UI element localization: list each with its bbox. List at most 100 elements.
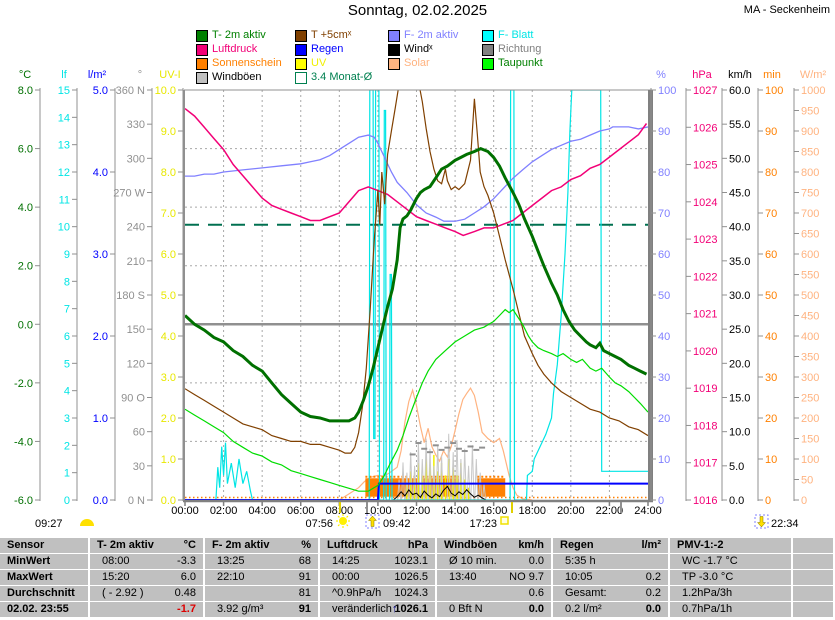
cell-time: 22:10: [217, 571, 245, 583]
svg-text:150: 150: [801, 434, 819, 446]
moon-icon: [80, 519, 94, 526]
cell-value: 0.0: [645, 603, 661, 615]
svg-text:30: 30: [133, 461, 145, 473]
table-cell: 0 Bft N 0.0: [437, 602, 551, 617]
svg-text:1024: 1024: [693, 197, 717, 209]
cell-value: -1.7: [177, 603, 196, 615]
table-cell: 0.7hPa/1h: [670, 602, 791, 617]
series-luftdruck: [185, 108, 648, 237]
svg-text:8.0: 8.0: [161, 167, 176, 179]
svg-text:15.0: 15.0: [729, 393, 750, 405]
svg-text:02:00: 02:00: [210, 505, 238, 517]
legend-label: T- 2m aktiv: [212, 29, 266, 41]
summary-table: Sensor T- 2m aktiv °C F- 2m aktiv% Luftdruck…: [0, 538, 835, 618]
svg-text:1027: 1027: [693, 85, 717, 97]
series-t2m: [185, 146, 648, 423]
legend-swatch-icon: [388, 44, 400, 56]
table-cell: -1.7: [90, 602, 203, 617]
series-fblatt: [185, 90, 648, 500]
svg-text:70: 70: [658, 208, 670, 220]
table-cell: 13:40 NO 9.7: [437, 570, 551, 585]
table-cell: Durchschnitt: [0, 586, 88, 601]
legend-label: UV: [311, 57, 327, 69]
table-cell: 5:35 h: [553, 554, 668, 569]
svg-text:5: 5: [64, 358, 70, 370]
cell-time: ( - 2.92 ): [102, 587, 144, 599]
svg-text:1: 1: [64, 468, 70, 480]
cell-time: 3.92 g/m³: [217, 603, 264, 615]
svg-text:°C: °C: [19, 69, 31, 81]
series-richtung: [409, 442, 486, 456]
legend-swatch-icon: [295, 58, 307, 70]
svg-text:12: 12: [58, 167, 70, 179]
svg-text:10: 10: [58, 222, 70, 234]
svg-text:100: 100: [658, 85, 676, 97]
svg-text:400: 400: [801, 331, 819, 343]
svg-text:1020: 1020: [693, 346, 717, 358]
legend-swatch-icon: [388, 30, 400, 42]
svg-text:50: 50: [658, 290, 670, 302]
svg-text:20:00: 20:00: [557, 505, 585, 517]
svg-text:20.0: 20.0: [729, 358, 750, 370]
cell-value: 0.2: [645, 571, 661, 583]
table-cell: Sensor: [0, 538, 88, 553]
table-cell: 0.6: [437, 586, 551, 601]
legend-swatch-icon: [196, 58, 208, 70]
legend-swatch-icon: [295, 44, 307, 56]
cell-time: Ø 10 min.: [449, 555, 497, 567]
svg-text:1023: 1023: [693, 234, 717, 246]
column-unit: °C: [183, 539, 196, 551]
svg-text:l/m²: l/m²: [88, 69, 107, 81]
svg-text:3.0: 3.0: [93, 249, 108, 261]
svg-text:50.0: 50.0: [729, 153, 750, 165]
sun-icon: [339, 517, 347, 525]
moonset-icon: [756, 516, 767, 528]
cell-time: 10:05: [565, 571, 593, 583]
svg-text:45.0: 45.0: [729, 188, 750, 200]
astro-markers: 09:27 07:56 09:42 17:23 22:34: [35, 514, 799, 530]
cell-value: NO 9.7: [509, 571, 544, 583]
svg-text:70: 70: [765, 208, 777, 220]
legend-swatch-icon: [388, 58, 400, 70]
cell-value: 0.2: [645, 587, 661, 599]
cell-value: 81: [298, 587, 311, 599]
table-cell: TP -3.0 °C: [670, 570, 791, 585]
svg-text:hPa: hPa: [692, 69, 712, 81]
station-label: MA - Seckenheim: [743, 4, 830, 16]
table-cell: MaxWert: [0, 570, 88, 585]
table-cell: 02.02. 23:55: [0, 602, 88, 617]
legend-label: Windböen: [212, 71, 262, 83]
table-cell: T- 2m aktiv °C: [90, 538, 203, 553]
svg-text:4.0: 4.0: [18, 202, 33, 214]
svg-text:2.0: 2.0: [18, 261, 33, 273]
svg-text:km/h: km/h: [728, 69, 752, 81]
svg-text:06:00: 06:00: [287, 505, 315, 517]
cell-value: 1023.1: [394, 555, 428, 567]
svg-text:1022: 1022: [693, 271, 717, 283]
legend-label: F- 2m aktiv: [404, 29, 459, 41]
svg-text:240: 240: [127, 222, 145, 234]
row-label: MaxWert: [7, 571, 53, 583]
marker-17-23: 17:23: [469, 516, 509, 530]
legend-label: Richtung: [498, 43, 542, 55]
table-cell: Luftdruck hPa: [320, 538, 435, 553]
svg-text:7: 7: [64, 304, 70, 316]
svg-text:22:34: 22:34: [771, 518, 799, 530]
table-row: MaxWert 15:20 6.0 22:10 91 00:00 1026.5 13:40 NO…: [0, 570, 835, 585]
svg-text:650: 650: [801, 229, 819, 241]
svg-text:950: 950: [801, 106, 819, 118]
axis-Wm: W/m²100095090085080075070065060055050045…: [793, 69, 826, 507]
svg-text:100: 100: [765, 85, 783, 97]
svg-text:0: 0: [765, 495, 771, 507]
cell-value: 0.48: [174, 587, 196, 599]
svg-text:60: 60: [765, 249, 777, 261]
table-cell: 00:00 1026.5: [320, 570, 435, 585]
table-header-row: Sensor T- 2m aktiv °C F- 2m aktiv% Luftdruck…: [0, 538, 835, 553]
svg-text:00:00: 00:00: [171, 505, 199, 517]
svg-text:1000: 1000: [801, 85, 825, 97]
svg-text:40: 40: [765, 331, 777, 343]
table-cell: WC -1.7 °C: [670, 554, 791, 569]
svg-text:24:00: 24:00: [634, 505, 662, 517]
cell-time: TP -3.0 °C: [682, 571, 734, 583]
